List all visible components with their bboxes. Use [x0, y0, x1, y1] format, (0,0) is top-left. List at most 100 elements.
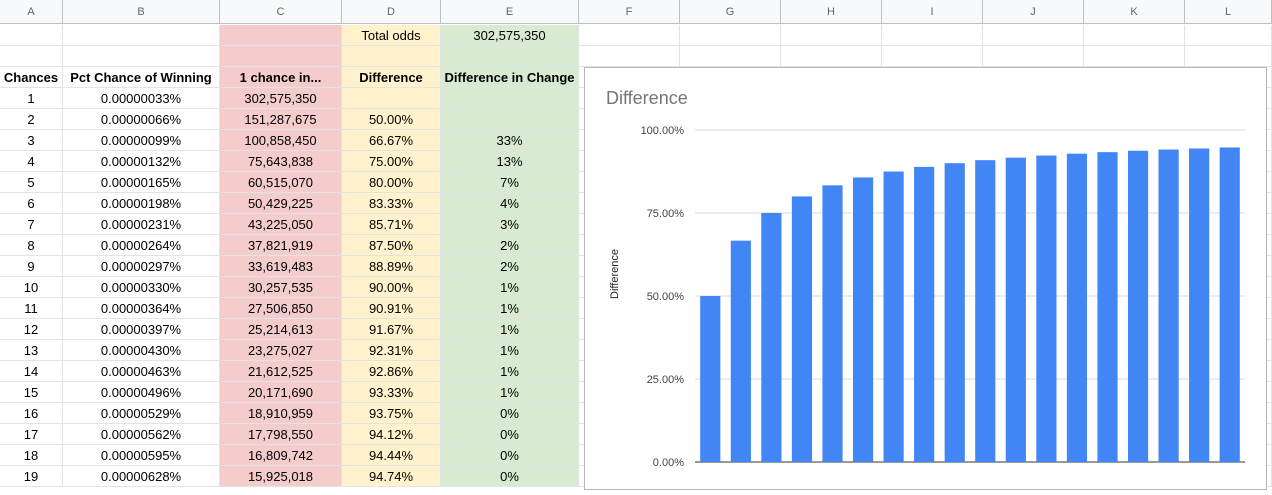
- diff-change-cell[interactable]: 0%: [441, 403, 579, 424]
- chances-cell[interactable]: 11: [0, 298, 63, 319]
- chances-cell[interactable]: 14: [0, 361, 63, 382]
- pct-cell[interactable]: 0.00000496%: [63, 382, 220, 403]
- pct-cell[interactable]: 0.00000463%: [63, 361, 220, 382]
- chances-cell[interactable]: 17: [0, 424, 63, 445]
- diff-change-cell[interactable]: 2%: [441, 235, 579, 256]
- difference-cell[interactable]: 87.50%: [342, 235, 441, 256]
- column-header-k[interactable]: K: [1084, 0, 1185, 24]
- column-header-h[interactable]: H: [781, 0, 882, 24]
- column-header-f[interactable]: F: [579, 0, 680, 24]
- diff-change-cell[interactable]: 1%: [441, 382, 579, 403]
- column-header-j[interactable]: J: [983, 0, 1084, 24]
- bar-15[interactable]: [1127, 150, 1149, 462]
- cell[interactable]: [983, 25, 1084, 46]
- difference-cell[interactable]: 93.33%: [342, 382, 441, 403]
- pct-cell[interactable]: 0.00000364%: [63, 298, 220, 319]
- diff-change-cell[interactable]: 0%: [441, 424, 579, 445]
- cell[interactable]: [680, 46, 781, 67]
- one-chance-cell[interactable]: 75,643,838: [220, 151, 342, 172]
- cell[interactable]: [0, 46, 63, 67]
- diff-change-cell[interactable]: 4%: [441, 193, 579, 214]
- column-header-c[interactable]: C: [220, 0, 342, 24]
- one-chance-cell[interactable]: 43,225,050: [220, 214, 342, 235]
- column-header-i[interactable]: I: [882, 0, 983, 24]
- one-chance-cell[interactable]: 15,925,018: [220, 466, 342, 487]
- difference-cell[interactable]: 92.31%: [342, 340, 441, 361]
- pct-cell[interactable]: 0.00000198%: [63, 193, 220, 214]
- cell[interactable]: [63, 25, 220, 46]
- bar-2[interactable]: [730, 240, 751, 462]
- chances-cell[interactable]: 12: [0, 319, 63, 340]
- chances-cell[interactable]: 16: [0, 403, 63, 424]
- one-chance-cell[interactable]: 23,275,027: [220, 340, 342, 361]
- difference-cell[interactable]: 75.00%: [342, 151, 441, 172]
- chances-cell[interactable]: 18: [0, 445, 63, 466]
- chances-cell[interactable]: 5: [0, 172, 63, 193]
- chances-cell[interactable]: 13: [0, 340, 63, 361]
- pct-cell[interactable]: 0.00000562%: [63, 424, 220, 445]
- total-odds-label[interactable]: Total odds: [342, 25, 441, 46]
- diff-change-cell[interactable]: 1%: [441, 277, 579, 298]
- difference-cell[interactable]: 88.89%: [342, 256, 441, 277]
- one-chance-cell[interactable]: 27,506,850: [220, 298, 342, 319]
- one-chance-cell[interactable]: 33,619,483: [220, 256, 342, 277]
- pct-cell[interactable]: 0.00000529%: [63, 403, 220, 424]
- header-diff_change[interactable]: Difference in Change: [441, 67, 579, 88]
- cell[interactable]: [781, 25, 882, 46]
- difference-cell[interactable]: 85.71%: [342, 214, 441, 235]
- one-chance-cell[interactable]: 18,910,959: [220, 403, 342, 424]
- diff-change-cell[interactable]: 3%: [441, 214, 579, 235]
- pct-cell[interactable]: 0.00000330%: [63, 277, 220, 298]
- difference-cell[interactable]: 50.00%: [342, 109, 441, 130]
- pct-cell[interactable]: 0.00000628%: [63, 466, 220, 487]
- difference-cell[interactable]: 80.00%: [342, 172, 441, 193]
- chances-cell[interactable]: 9: [0, 256, 63, 277]
- diff-change-cell[interactable]: 1%: [441, 319, 579, 340]
- difference-cell[interactable]: 94.74%: [342, 466, 441, 487]
- pct-cell[interactable]: 0.00000430%: [63, 340, 220, 361]
- cell[interactable]: [882, 46, 983, 67]
- column-header-b[interactable]: B: [63, 0, 220, 24]
- pct-cell[interactable]: 0.00000099%: [63, 130, 220, 151]
- chances-cell[interactable]: 10: [0, 277, 63, 298]
- header-difference[interactable]: Difference: [342, 67, 441, 88]
- cell[interactable]: [882, 25, 983, 46]
- cell[interactable]: [1185, 46, 1272, 67]
- diff-change-cell[interactable]: 0%: [441, 466, 579, 487]
- chances-cell[interactable]: 2: [0, 109, 63, 130]
- diff-change-cell[interactable]: 1%: [441, 361, 579, 382]
- difference-cell[interactable]: 91.67%: [342, 319, 441, 340]
- bar-16[interactable]: [1158, 149, 1179, 462]
- diff-change-cell[interactable]: 1%: [441, 340, 579, 361]
- diff-change-cell[interactable]: 1%: [441, 298, 579, 319]
- diff-change-cell[interactable]: [441, 88, 579, 109]
- one-chance-cell[interactable]: 37,821,919: [220, 235, 342, 256]
- column-header-l[interactable]: L: [1185, 0, 1272, 24]
- bar-10[interactable]: [975, 160, 996, 462]
- column-header-g[interactable]: G: [680, 0, 781, 24]
- one-chance-cell[interactable]: 20,171,690: [220, 382, 342, 403]
- difference-cell[interactable]: 94.12%: [342, 424, 441, 445]
- difference-cell[interactable]: 92.86%: [342, 361, 441, 382]
- header-pct[interactable]: Pct Chance of Winning: [63, 67, 220, 88]
- bar-8[interactable]: [914, 166, 935, 462]
- cell[interactable]: [220, 25, 342, 46]
- pct-cell[interactable]: 0.00000033%: [63, 88, 220, 109]
- pct-cell[interactable]: 0.00000264%: [63, 235, 220, 256]
- column-header-e[interactable]: E: [441, 0, 579, 24]
- diff-change-cell[interactable]: [441, 109, 579, 130]
- bar-17[interactable]: [1189, 148, 1210, 462]
- header-one_chance[interactable]: 1 chance in...: [220, 67, 342, 88]
- total-odds-value[interactable]: 302,575,350: [441, 25, 579, 46]
- one-chance-cell[interactable]: 16,809,742: [220, 445, 342, 466]
- cell[interactable]: [1084, 25, 1185, 46]
- one-chance-cell[interactable]: 30,257,535: [220, 277, 342, 298]
- diff-change-cell[interactable]: 13%: [441, 151, 579, 172]
- one-chance-cell[interactable]: 60,515,070: [220, 172, 342, 193]
- diff-change-cell[interactable]: 33%: [441, 130, 579, 151]
- one-chance-cell[interactable]: 25,214,613: [220, 319, 342, 340]
- difference-cell[interactable]: 83.33%: [342, 193, 441, 214]
- cell[interactable]: [1084, 46, 1185, 67]
- bar-7[interactable]: [883, 171, 904, 463]
- diff-change-cell[interactable]: 7%: [441, 172, 579, 193]
